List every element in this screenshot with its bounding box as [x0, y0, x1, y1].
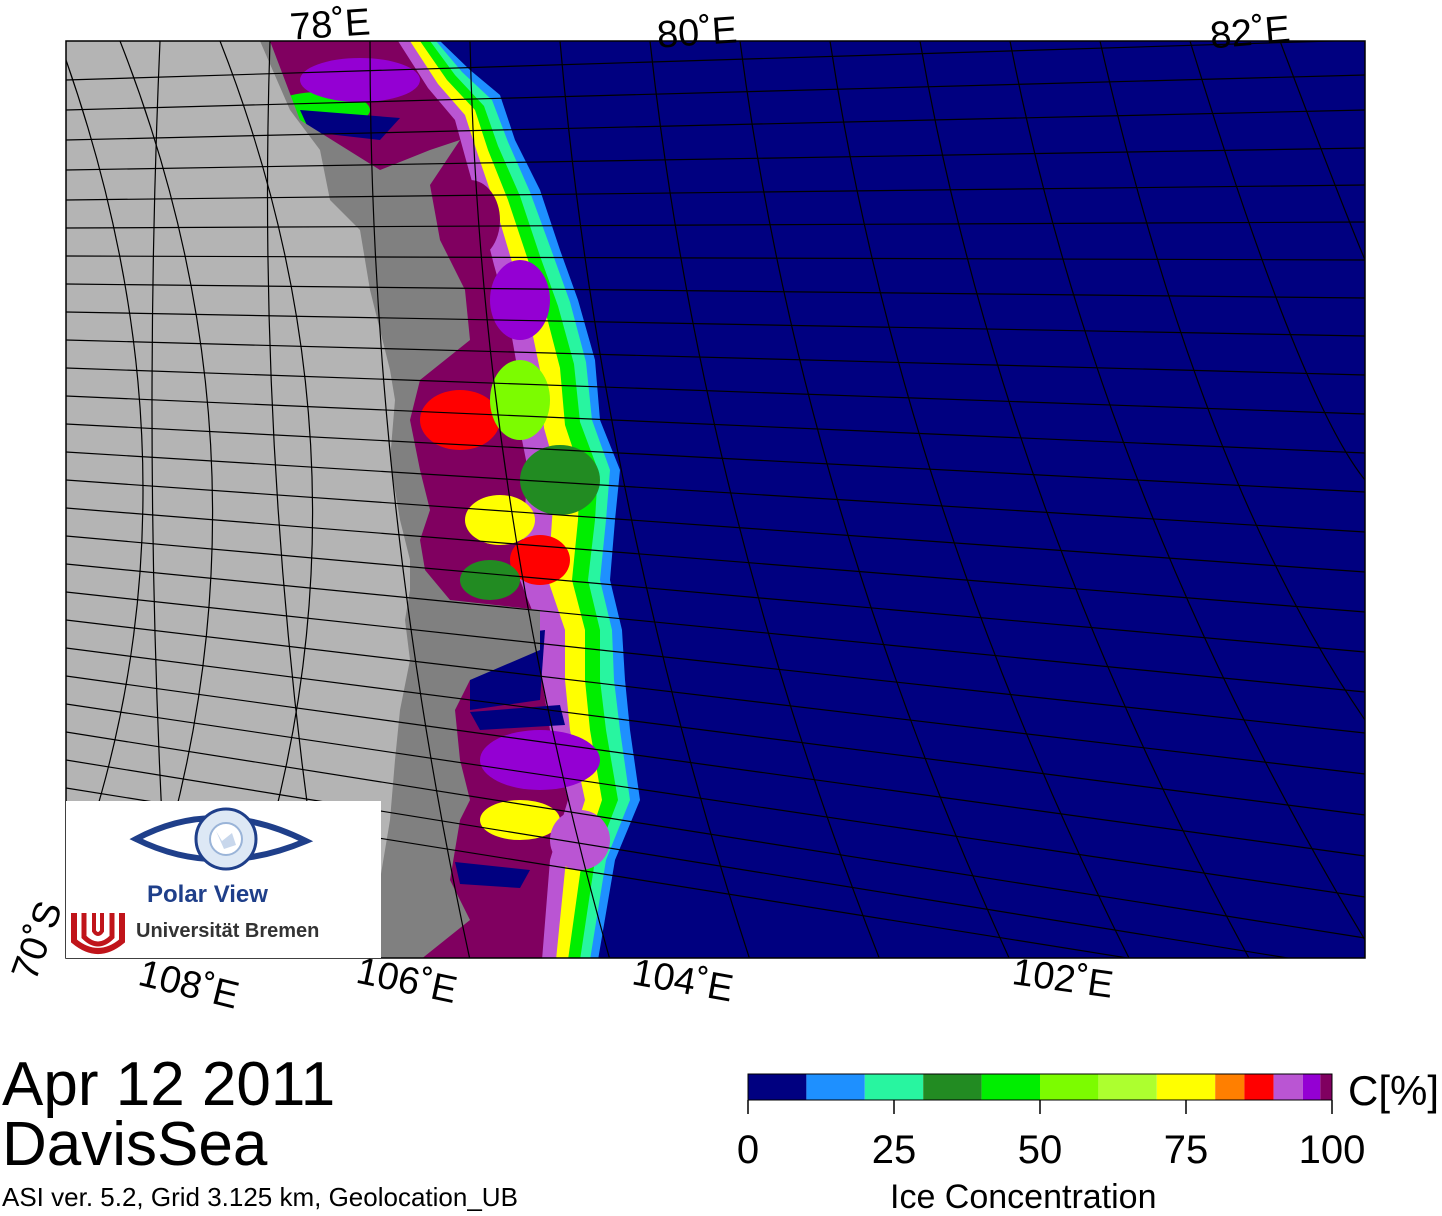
colorbar-tick-label: 75: [1163, 1128, 1209, 1172]
colorbar-unit: C[%]: [1348, 1067, 1440, 1114]
colorbar-segment: [923, 1074, 982, 1100]
polynya-lower: [455, 862, 530, 888]
colorbar-segment: [1244, 1074, 1274, 1100]
graticule-parallels: [66, 41, 1365, 958]
lon-label-78e: 78˚E: [288, 1, 372, 49]
polar-view-logo: Polar View Universität Bremen: [66, 801, 381, 958]
map-frame: [65, 40, 1366, 959]
eye-icon: [70, 807, 314, 954]
lon-label-80e: 80˚E: [655, 9, 739, 57]
university-bremen-icon: [70, 911, 126, 954]
colorbar-segment: [1320, 1074, 1332, 1100]
lon-label-82e: 82˚E: [1208, 8, 1292, 58]
colorbar-tick-label: 100: [1298, 1128, 1366, 1172]
colorbar-tick-label: 50: [1017, 1128, 1063, 1172]
colorbar-segment: [1215, 1074, 1245, 1100]
colorbar-segment: [1040, 1074, 1099, 1100]
colorbar-segment: [1156, 1074, 1216, 1100]
colorbar-segment: [981, 1074, 1040, 1100]
colorbar-title: Ice Concentration: [890, 1178, 1157, 1216]
region-label: DavisSea: [2, 1110, 268, 1179]
polynya-inlet: [470, 705, 565, 730]
land: [66, 41, 410, 958]
logo-title: Polar View: [147, 881, 268, 908]
colorbar-tick-label: 25: [871, 1128, 917, 1172]
metadata-label: ASI ver. 5.2, Grid 3.125 km, Geolocation…: [2, 1182, 518, 1212]
logo-subtitle: Universität Bremen: [136, 920, 320, 942]
colorbar-tick-label: 0: [736, 1128, 760, 1172]
colorbar-segment: [1302, 1074, 1321, 1100]
colorbar-segment: [1273, 1074, 1303, 1100]
colorbar: [747, 1073, 1333, 1114]
colorbar-segment: [748, 1074, 807, 1100]
colorbar-segment: [1098, 1074, 1157, 1100]
date-label: Apr 12 2011: [2, 1050, 336, 1119]
colorbar-segment: [806, 1074, 865, 1100]
colorbar-segment: [864, 1074, 924, 1100]
ice-patches: [270, 58, 610, 870]
